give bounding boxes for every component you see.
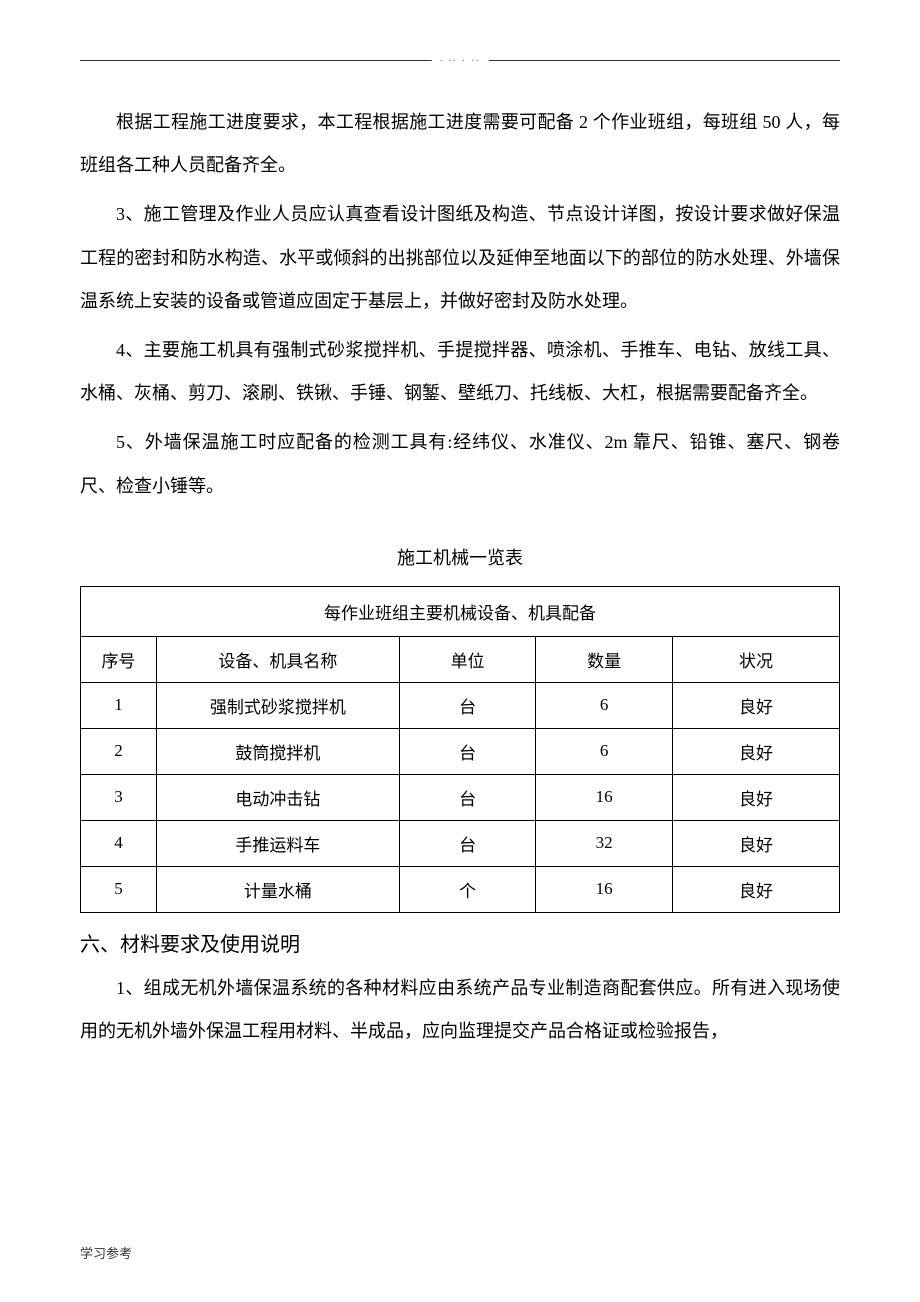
cell-qty: 32	[536, 820, 673, 866]
footer-text: 学习参考	[80, 1243, 132, 1262]
cell-qty: 6	[536, 728, 673, 774]
cell-seq: 1	[81, 682, 157, 728]
col-header-qty: 数量	[536, 636, 673, 682]
col-header-seq: 序号	[81, 636, 157, 682]
cell-name: 电动冲击钻	[156, 774, 399, 820]
cell-status: 良好	[672, 682, 839, 728]
cell-qty: 16	[536, 866, 673, 912]
table-title: 施工机械一览表	[80, 544, 840, 570]
cell-qty: 6	[536, 682, 673, 728]
cell-status: 良好	[672, 774, 839, 820]
cell-unit: 台	[399, 774, 536, 820]
paragraph-1: 根据工程施工进度要求，本工程根据施工进度需要可配备 2 个作业班组，每班组 50…	[80, 101, 840, 187]
cell-status: 良好	[672, 820, 839, 866]
table-header-row: 序号 设备、机具名称 单位 数量 状况	[81, 636, 840, 682]
cell-name: 强制式砂浆搅拌机	[156, 682, 399, 728]
paragraph-2: 3、施工管理及作业人员应认真查看设计图纸及构造、节点设计详图，按设计要求做好保温…	[80, 193, 840, 323]
col-header-unit: 单位	[399, 636, 536, 682]
header-dots: . .. . ..	[432, 53, 489, 64]
cell-status: 良好	[672, 728, 839, 774]
section-heading: 六、材料要求及使用说明	[80, 923, 840, 967]
cell-name: 鼓筒搅拌机	[156, 728, 399, 774]
section-paragraph-1: 1、组成无机外墙保温系统的各种材料应由系统产品专业制造商配套供应。所有进入现场使…	[80, 967, 840, 1053]
cell-seq: 3	[81, 774, 157, 820]
col-header-name: 设备、机具名称	[156, 636, 399, 682]
cell-unit: 台	[399, 728, 536, 774]
table-caption: 每作业班组主要机械设备、机具配备	[81, 586, 840, 636]
cell-name: 计量水桶	[156, 866, 399, 912]
paragraph-3: 4、主要施工机具有强制式砂浆搅拌机、手提搅拌器、喷涂机、手推车、电钻、放线工具、…	[80, 329, 840, 415]
cell-unit: 台	[399, 682, 536, 728]
table-row: 3 电动冲击钻 台 16 良好	[81, 774, 840, 820]
table-row: 5 计量水桶 个 16 良好	[81, 866, 840, 912]
cell-qty: 16	[536, 774, 673, 820]
header-rule: . .. . ..	[80, 60, 840, 61]
cell-seq: 5	[81, 866, 157, 912]
table-row: 4 手推运料车 台 32 良好	[81, 820, 840, 866]
cell-seq: 4	[81, 820, 157, 866]
col-header-status: 状况	[672, 636, 839, 682]
cell-status: 良好	[672, 866, 839, 912]
table-caption-row: 每作业班组主要机械设备、机具配备	[81, 586, 840, 636]
paragraph-4: 5、外墙保温施工时应配备的检测工具有:经纬仪、水准仪、2m 靠尺、铅锥、塞尺、钢…	[80, 421, 840, 507]
cell-name: 手推运料车	[156, 820, 399, 866]
table-row: 2 鼓筒搅拌机 台 6 良好	[81, 728, 840, 774]
equipment-table: 每作业班组主要机械设备、机具配备 序号 设备、机具名称 单位 数量 状况 1 强…	[80, 586, 840, 913]
cell-seq: 2	[81, 728, 157, 774]
cell-unit: 个	[399, 866, 536, 912]
cell-unit: 台	[399, 820, 536, 866]
table-row: 1 强制式砂浆搅拌机 台 6 良好	[81, 682, 840, 728]
